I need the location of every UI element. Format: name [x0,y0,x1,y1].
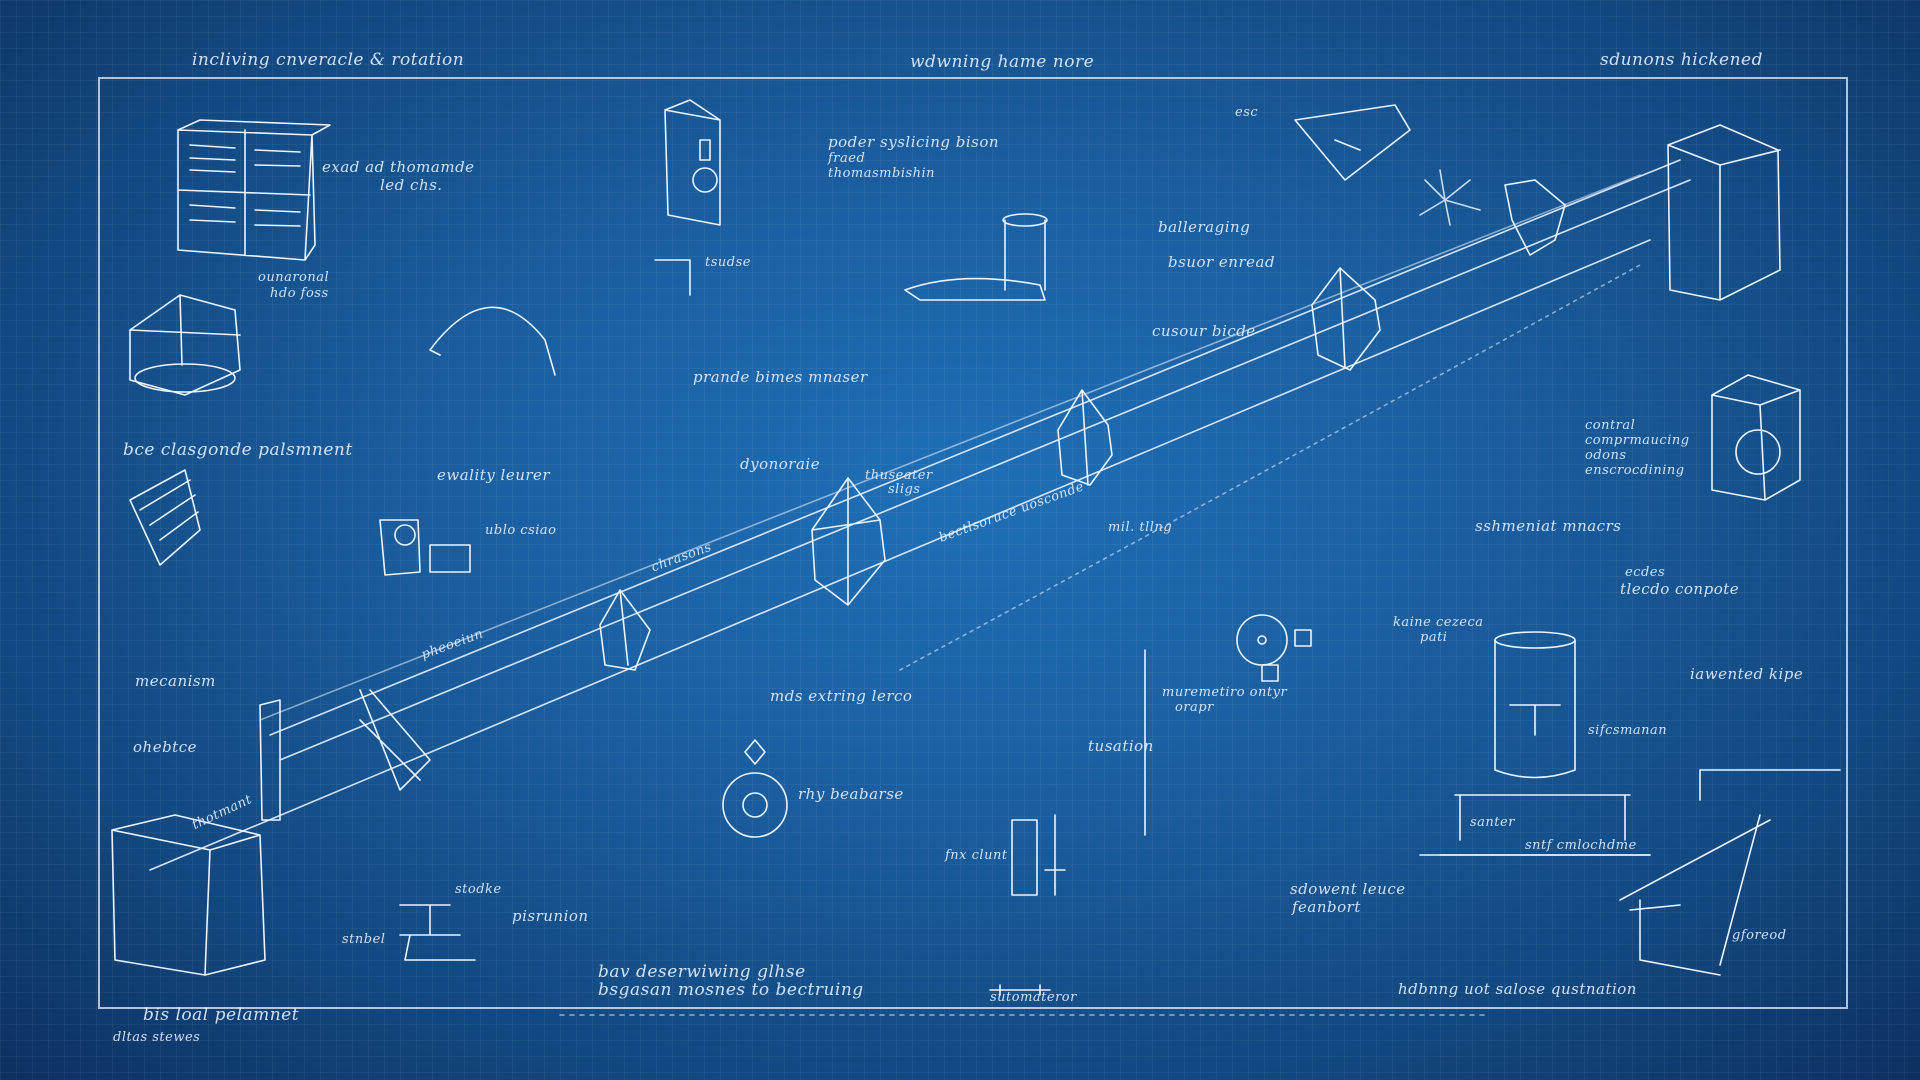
inverted-label: iawented kipe [1690,665,1804,683]
stack-label: ublo csiao [485,523,557,538]
kaiser-label-2: pati [1420,630,1448,645]
quality-label: ewality leurer [437,466,551,484]
truss-left [360,690,430,790]
stool-label: stodke [455,882,502,897]
telescope-label: sifcsmanan [1588,723,1668,738]
composite-label-2: tlecdo conpote [1620,580,1740,598]
fan-icon [130,470,200,565]
header-left-label: incliving cnveracle & rotation [192,50,465,70]
lens-label: mds extring lerco [770,687,913,705]
globe-cube-icon [1712,375,1800,500]
solvent-label-2: feanbort [1292,898,1361,916]
target-label: rhy beabarse [798,785,904,803]
flux-label: fnx clunt [945,848,1008,863]
composite-label: ecdes [1625,565,1666,580]
crate-icon [178,120,330,260]
spin-label: muremetiro ontyr [1162,685,1288,700]
stool-label-2: pisrunion [512,907,589,925]
bench-label: santer [1470,815,1515,830]
control-label-3: odons [1585,448,1627,463]
balancing-label-2: bsuor enread [1168,253,1276,271]
baseline-label: sutomateror [990,990,1077,1005]
right-tower [1668,125,1780,300]
matrix-label: sshmeniat mnacrs [1475,517,1622,535]
gazebo-label-2: hdo foss [270,286,329,301]
stack-icon [380,520,470,575]
starburst-icon [1420,170,1480,225]
lamp-label: gforeod [1732,928,1787,943]
prism-1 [600,590,650,670]
header-center-label: wdwning hame nore [910,52,1095,72]
shadow-label: ohebtce [133,738,197,756]
esc-label: esc [1235,105,1259,120]
cylinder-icon [905,214,1047,300]
arch-icon [430,307,555,375]
bracket-label: tsudse [705,255,751,270]
crate-label: exad ad thomamde [322,158,475,176]
footer-right-label: hdbnng uot salose qustnation [1398,980,1637,998]
gazebo-label: ounaronal [258,270,330,285]
header-right-label: sdunons hickened [1600,50,1763,70]
glider-icon [1295,105,1410,180]
placement-label: bce clasgonde palsmnent [123,440,353,460]
prism-5 [1505,180,1565,255]
arch-label: prande bimes mnaser [693,368,868,386]
balancing-label: balleraging [1158,218,1251,236]
prism-2 [812,478,885,605]
prism-4 [1312,268,1380,370]
control-label-4: enscrocdining [1585,463,1685,478]
bench-label-2: sntf cmlochdme [1525,838,1637,853]
canister-icon [1495,632,1575,778]
crane-label: cusour bicde [1152,322,1256,340]
bench-icon [1440,795,1650,855]
stool-icon [400,905,475,960]
bottle-label-3: thomasmbishin [828,166,936,181]
kaiser-label: kaine cezeca [1393,615,1484,630]
control-label: contral [1585,418,1636,433]
tilt-label: mil. tllng [1108,520,1173,535]
main-beam [150,160,1690,870]
corner-panel [1420,770,1840,855]
footer-left-label-2: dltas stewes [113,1030,201,1045]
prism-3 [1058,390,1112,485]
prism-label-2: sligs [888,482,921,497]
tube-icon [1012,815,1065,895]
footer-left-label: bis loal pelamnet [143,1005,300,1025]
drawing-frame [98,77,1848,1009]
gazebo-icon [130,295,240,395]
bottle-label: poder syslicing bison [828,133,1000,151]
bottle-icon [665,100,720,225]
mechanism-label: mecanism [135,672,216,690]
spin-label-2: orapr [1175,700,1214,715]
descending-label-2: bsgasan mosnes to bectruing [598,980,864,1000]
bracket-icon [655,260,690,295]
left-base-box [112,815,265,975]
crate-label-2: led chs. [380,176,443,194]
box-label: stnbel [342,932,386,947]
prism-label: thuseater [865,468,933,483]
descending-label: bav deserwiwing glhse [598,962,806,982]
bottle-label-2: fraed [828,151,866,166]
control-label-2: comprmaucing [1585,433,1690,448]
hub-icon [1237,615,1311,681]
post-left [260,700,280,820]
ring-label: tusation [1088,737,1154,755]
dynamics-label: dyonoraie [740,455,821,473]
solvent-label: sdowent leuce [1290,880,1406,898]
baseline-marker [990,985,1050,995]
target-icon [723,740,787,837]
crane-icon [1620,815,1770,975]
